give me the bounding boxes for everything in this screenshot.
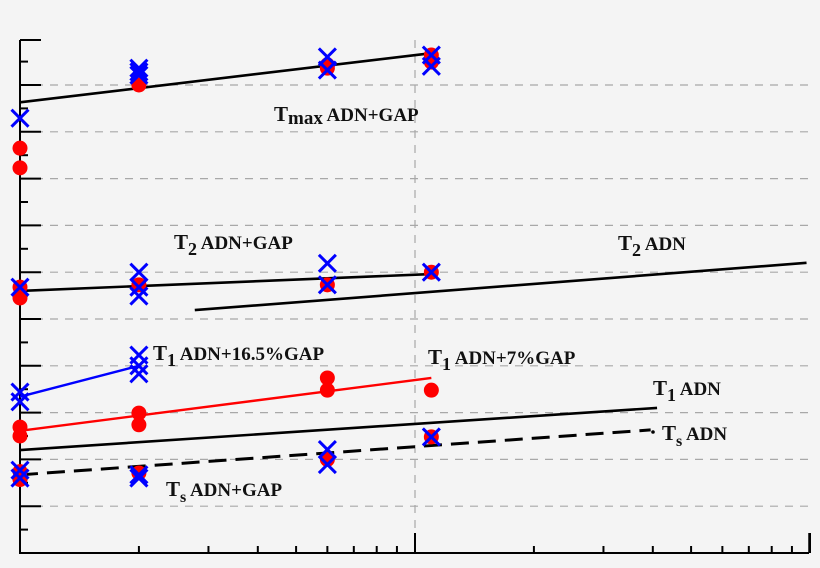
cross-marker [129, 65, 149, 85]
label-tmax: Tmax ADN+GAP [274, 102, 419, 129]
circle-marker [12, 140, 28, 156]
fit-line [19, 376, 432, 433]
fit-line [19, 272, 432, 293]
dashed-line-end-dot [651, 430, 655, 434]
cross-marker [129, 364, 149, 384]
circle-marker [131, 405, 147, 421]
cross-marker [129, 356, 149, 376]
circle-marker [131, 77, 147, 93]
label-t17: T1 ADN+7%GAP [428, 345, 576, 374]
fit-line [19, 364, 140, 398]
cross-marker [129, 262, 149, 282]
circle-marker [319, 370, 335, 386]
circle-marker [12, 160, 28, 176]
cross-marker [10, 468, 30, 488]
cross-marker [129, 277, 149, 297]
label-t1165: T1 ADN+16.5%GAP [153, 341, 324, 370]
cross-marker [129, 468, 149, 488]
cross-marker [317, 454, 337, 475]
fit-line [194, 261, 807, 312]
cross-marker [421, 56, 441, 76]
cross-marker [317, 253, 337, 273]
data-markers [10, 45, 441, 488]
cross-marker [129, 58, 149, 78]
circle-marker [131, 277, 147, 293]
cross-marker [129, 62, 149, 82]
fit-lines [19, 51, 807, 477]
label-tsgap: Ts ADN+GAP [166, 477, 282, 506]
annotation-labels: Tmax ADN+GAP T2 ADN+GAP T2 ADN T1 ADN+16.5%… [153, 102, 727, 506]
circle-marker [423, 382, 439, 398]
label-tsadn: Ts ADN [662, 421, 727, 450]
cross-marker [421, 262, 441, 282]
grid-lines [20, 40, 808, 553]
cross-marker [10, 392, 30, 412]
circle-marker [12, 428, 28, 444]
cross-marker [317, 275, 337, 295]
circle-marker [131, 417, 147, 433]
label-t2gap: T2 ADN+GAP [174, 230, 293, 259]
label-t2adn: T2 ADN [618, 231, 686, 260]
circle-marker [12, 290, 28, 306]
cross-marker [129, 465, 149, 485]
cross-marker [10, 460, 30, 480]
fit-line [19, 406, 658, 452]
fit-line [19, 51, 432, 104]
cross-marker [129, 286, 149, 306]
cross-marker [10, 277, 30, 297]
cross-marker [10, 108, 30, 128]
label-t1adn: T1 ADN [653, 376, 721, 405]
cross-marker [317, 60, 337, 80]
cross-marker [421, 427, 441, 447]
circle-marker [319, 382, 335, 398]
circle-marker [319, 451, 335, 467]
cross-marker [317, 440, 337, 460]
fit-line [19, 428, 651, 477]
